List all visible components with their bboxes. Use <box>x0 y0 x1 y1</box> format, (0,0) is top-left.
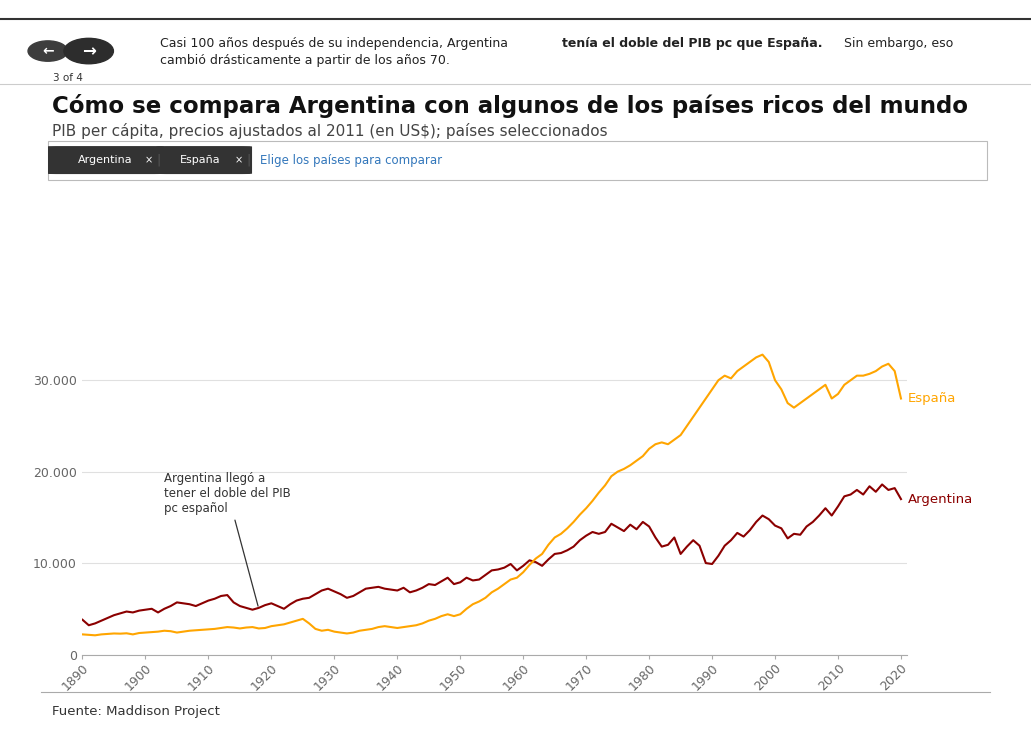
FancyBboxPatch shape <box>46 146 164 174</box>
Text: Cómo se compara Argentina con algunos de los países ricos del mundo: Cómo se compara Argentina con algunos de… <box>52 94 967 117</box>
Text: tenía el doble del PIB pc que España.: tenía el doble del PIB pc que España. <box>562 37 823 50</box>
Text: ×: × <box>235 155 243 165</box>
Circle shape <box>64 38 113 64</box>
Text: |: | <box>246 153 251 167</box>
Text: Casi 100 años después de su independencia, Argentina: Casi 100 años después de su independenci… <box>160 37 511 50</box>
Text: 3 of 4: 3 of 4 <box>53 73 82 83</box>
Text: C: C <box>995 711 1005 724</box>
Text: Fuente: Maddison Project: Fuente: Maddison Project <box>52 705 220 717</box>
Text: B: B <box>932 711 944 724</box>
Text: España: España <box>180 155 221 165</box>
Text: Argentina: Argentina <box>77 155 132 165</box>
Text: B: B <box>963 711 975 724</box>
Text: Sin embargo, eso: Sin embargo, eso <box>840 37 954 50</box>
Text: España: España <box>908 392 957 405</box>
Text: →: → <box>81 42 96 60</box>
Text: Argentina: Argentina <box>908 493 973 506</box>
Text: cambió drásticamente a partir de los años 70.: cambió drásticamente a partir de los año… <box>160 54 450 67</box>
FancyBboxPatch shape <box>157 146 252 174</box>
Text: PIB per cápita, precios ajustados al 2011 (en US$); países seleccionados: PIB per cápita, precios ajustados al 201… <box>52 123 607 139</box>
Text: Argentina llegó a
tener el doble del PIB
pc español: Argentina llegó a tener el doble del PIB… <box>164 472 291 606</box>
Text: ×: × <box>144 155 153 165</box>
Text: Elige los países para comparar: Elige los países para comparar <box>260 153 441 167</box>
Text: |: | <box>156 153 161 167</box>
FancyBboxPatch shape <box>48 141 987 180</box>
Text: ←: ← <box>42 44 54 58</box>
Circle shape <box>28 41 68 61</box>
